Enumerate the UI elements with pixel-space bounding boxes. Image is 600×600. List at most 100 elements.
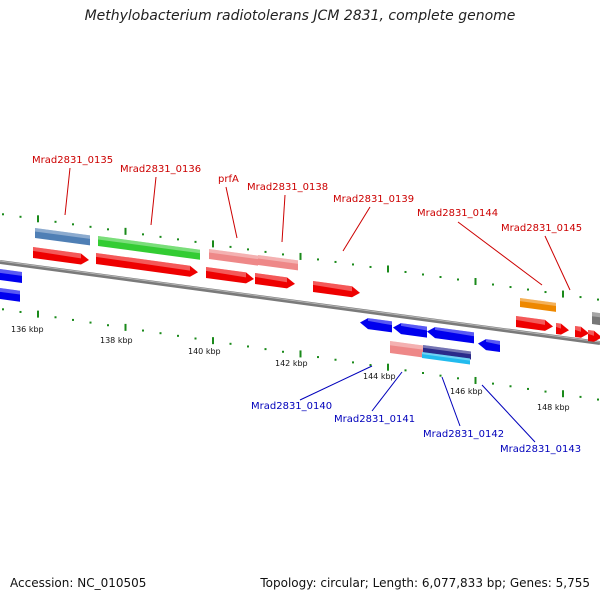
feature-mrad2831-0142-body[interactable] (423, 345, 471, 360)
feature-arrow-rev-body[interactable] (393, 323, 427, 338)
map-title: Methylobacterium radiotolerans JCM 2831,… (84, 8, 516, 24)
tick-mark (229, 342, 232, 345)
feature-mrad2831-0142[interactable] (423, 345, 471, 360)
kbp-label: 144 kbp (363, 372, 396, 381)
label-leader-line (299, 365, 373, 401)
tick-mark (404, 270, 407, 273)
feature-arrow-fwd[interactable] (313, 281, 360, 298)
tick-mark (474, 278, 477, 286)
kbp-label: 146 kbp (450, 387, 483, 396)
feature-arrow-fwd[interactable] (556, 323, 569, 335)
feature-arrow-fwd[interactable] (96, 253, 198, 277)
feature-prfa-body[interactable] (209, 249, 258, 266)
leader-lines (64, 167, 571, 443)
tick-mark (369, 364, 372, 367)
feature-arrow-rev-body[interactable] (427, 327, 474, 344)
tick-mark (544, 291, 547, 294)
gene-label[interactable]: Mrad2831_0142 (423, 429, 504, 440)
tick-mark (142, 233, 144, 236)
feature-arrow-rev[interactable] (360, 318, 392, 333)
label-leader-line (457, 221, 543, 286)
feature-mrad2831-0141-body[interactable] (390, 341, 423, 358)
feature-mrad2831-0144-body[interactable] (520, 298, 556, 312)
label-leader-line (441, 376, 461, 427)
tick-mark (457, 278, 459, 281)
feature-mrad2831-0135[interactable] (35, 228, 90, 246)
feature-mrad2831-0135-body[interactable] (35, 228, 90, 246)
feature-mrad2831-0136-body[interactable] (98, 236, 200, 260)
feature-arrow-rev[interactable] (427, 327, 474, 344)
feature-arrow-fwd-body[interactable] (575, 326, 589, 338)
feature-mrad2831-0138-body[interactable] (258, 255, 298, 271)
tick-mark (352, 263, 354, 266)
gene-label[interactable]: Mrad2831_0136 (120, 164, 201, 175)
feature-arrow-fwd-body[interactable] (206, 267, 254, 284)
feature-arrow-fwd[interactable] (588, 330, 600, 342)
feature-arrow-fwd[interactable] (255, 273, 295, 289)
feature-edge-gray[interactable] (592, 312, 600, 326)
feature-mrad2831-0143-shine (422, 352, 470, 361)
feature-arrow-fwd-shine (588, 330, 594, 336)
feature-arrow-fwd-body[interactable] (96, 253, 198, 277)
feature-prfa[interactable] (209, 249, 258, 266)
feature-arrow-rev-shine (401, 323, 427, 331)
label-leader-line (544, 235, 571, 291)
feature-arrow-rev[interactable] (0, 269, 22, 283)
gene-label[interactable]: Mrad2831_0139 (333, 194, 414, 205)
feature-arrow-fwd-body[interactable] (33, 247, 89, 265)
feature-arrow-rev[interactable] (393, 323, 427, 338)
tick-mark (334, 260, 337, 263)
gene-label[interactable]: Mrad2831_0135 (32, 155, 113, 166)
feature-arrow-rev-body[interactable] (478, 339, 500, 352)
feature-arrow-fwd-body[interactable] (556, 323, 569, 335)
label-leader-line (342, 206, 371, 252)
feature-arrow-rev[interactable] (0, 288, 20, 302)
feature-mrad2831-0138[interactable] (258, 255, 298, 271)
feature-arrow-rev-body[interactable] (0, 288, 20, 302)
feature-mrad2831-0144[interactable] (520, 298, 556, 312)
gene-label[interactable]: Mrad2831_0140 (251, 401, 332, 412)
feature-mrad2831-0141[interactable] (390, 341, 423, 358)
feature-mrad2831-0143[interactable] (422, 352, 470, 365)
feature-mrad2831-0144-shine (520, 298, 556, 307)
gene-label[interactable]: prfA (218, 174, 239, 185)
tick-mark (282, 350, 284, 353)
kbp-label: 148 kbp (537, 403, 570, 412)
feature-arrow-fwd[interactable] (575, 326, 589, 338)
feature-arrow-rev-body[interactable] (360, 318, 392, 333)
gene-label[interactable]: Mrad2831_0138 (247, 182, 328, 193)
tick-mark (352, 361, 354, 364)
feature-arrow-fwd-body[interactable] (313, 281, 360, 298)
feature-arrow-fwd-body[interactable] (516, 316, 553, 331)
label-leader-line (481, 384, 536, 443)
tick-mark (159, 332, 162, 335)
label-leader-line (281, 194, 286, 243)
feature-mrad2831-0143-body[interactable] (422, 352, 470, 365)
tick-mark (492, 382, 494, 385)
feature-arrow-fwd[interactable] (206, 267, 254, 284)
feature-arrow-rev-shine (0, 288, 20, 295)
tick-mark (37, 215, 39, 223)
tick-mark (527, 288, 529, 291)
feature-arrow-fwd-body[interactable] (588, 330, 600, 342)
feature-arrow-rev[interactable] (478, 339, 500, 352)
tick-mark (89, 225, 92, 228)
tick-mark (54, 316, 57, 319)
feature-arrow-fwd[interactable] (33, 247, 89, 265)
feature-edge-gray-body[interactable] (592, 312, 600, 326)
label-leader-line (150, 176, 157, 226)
tick-mark (597, 398, 599, 401)
tick-mark (212, 337, 214, 345)
feature-arrow-fwd-body[interactable] (255, 273, 295, 289)
gene-label[interactable]: Mrad2831_0144 (417, 208, 498, 219)
feature-prfa-shine (209, 249, 258, 260)
gene-label[interactable]: Mrad2831_0143 (500, 444, 581, 455)
feature-arrow-rev-body[interactable] (0, 269, 22, 283)
tick-mark (562, 290, 564, 298)
gene-label[interactable]: Mrad2831_0145 (501, 223, 582, 234)
feature-mrad2831-0136[interactable] (98, 236, 200, 260)
tick-mark (492, 283, 494, 286)
gene-label[interactable]: Mrad2831_0141 (334, 414, 415, 425)
tick-mark (124, 227, 127, 235)
feature-arrow-fwd[interactable] (516, 316, 553, 331)
